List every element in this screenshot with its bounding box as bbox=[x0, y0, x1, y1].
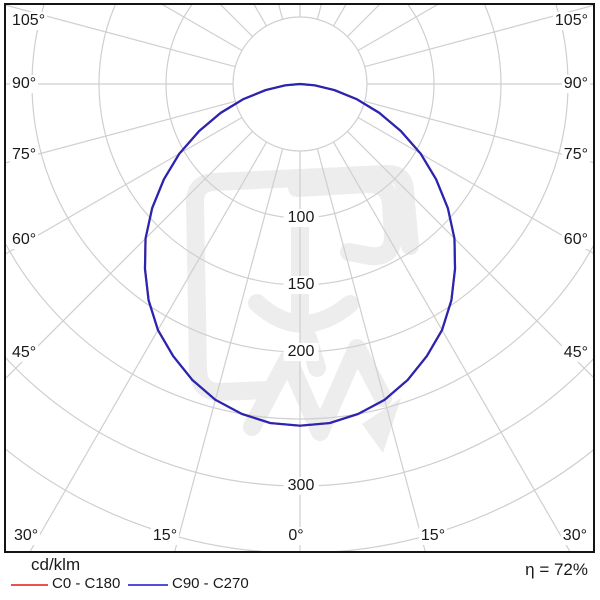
angle-label-bottom-1-15deg: 15° bbox=[150, 527, 180, 545]
ring-label-200: 200 bbox=[283, 343, 319, 361]
ring-label-300: 300 bbox=[283, 477, 319, 495]
ray-75deg bbox=[364, 100, 593, 164]
angle-label-left-60deg: 60° bbox=[10, 231, 39, 249]
angle-label-right-45deg: 45° bbox=[561, 344, 590, 362]
ray-315deg bbox=[6, 130, 254, 379]
ray-285deg bbox=[6, 100, 236, 164]
angle-label-left-75deg: 75° bbox=[10, 146, 39, 164]
angle-label-bottom-0-30deg: 30° bbox=[12, 527, 41, 545]
ray-45deg bbox=[346, 130, 593, 378]
efficiency-label: η = 72% bbox=[525, 560, 588, 579]
angle-label-bottom-4-30deg: 30° bbox=[560, 527, 589, 545]
angle-label-left-90deg: 90° bbox=[10, 75, 39, 93]
ring-label-150: 150 bbox=[283, 276, 319, 294]
ray-255deg bbox=[6, 5, 236, 68]
angle-label-bottom-3-15deg: 15° bbox=[418, 527, 448, 545]
plot-border bbox=[4, 3, 595, 553]
ray-30deg bbox=[332, 141, 571, 551]
legend-label-c90-c270: C90 - C270 bbox=[172, 575, 249, 592]
ray-195deg bbox=[278, 5, 284, 20]
ray-345deg bbox=[174, 148, 284, 551]
angle-label-left-45deg: 45° bbox=[10, 344, 39, 362]
ray-330deg bbox=[29, 141, 268, 551]
angle-label-bottom-2-0deg: 0° bbox=[286, 527, 306, 545]
ray-165deg bbox=[316, 5, 322, 20]
legend-label-c0-c180: C0 - C180 bbox=[52, 575, 121, 592]
angle-label-right-90deg: 90° bbox=[561, 75, 590, 93]
angle-label-right-75deg: 75° bbox=[561, 146, 590, 164]
unit-label: cd/klm bbox=[31, 555, 81, 574]
ray-300deg bbox=[6, 116, 243, 255]
ring-label-100: 100 bbox=[283, 209, 319, 227]
ray-105deg bbox=[364, 5, 593, 68]
ray-60deg bbox=[357, 116, 593, 254]
ray-15deg bbox=[316, 148, 426, 551]
angle-label-right-60deg: 60° bbox=[561, 231, 590, 249]
legend-swatch-c0-c180 bbox=[11, 584, 48, 586]
legend-swatch-c90-c270 bbox=[128, 584, 168, 586]
curve-c90-c270 bbox=[143, 82, 457, 427]
angle-label-left-105deg: 105° bbox=[10, 12, 48, 30]
angle-label-right-105deg: 105° bbox=[552, 12, 590, 30]
